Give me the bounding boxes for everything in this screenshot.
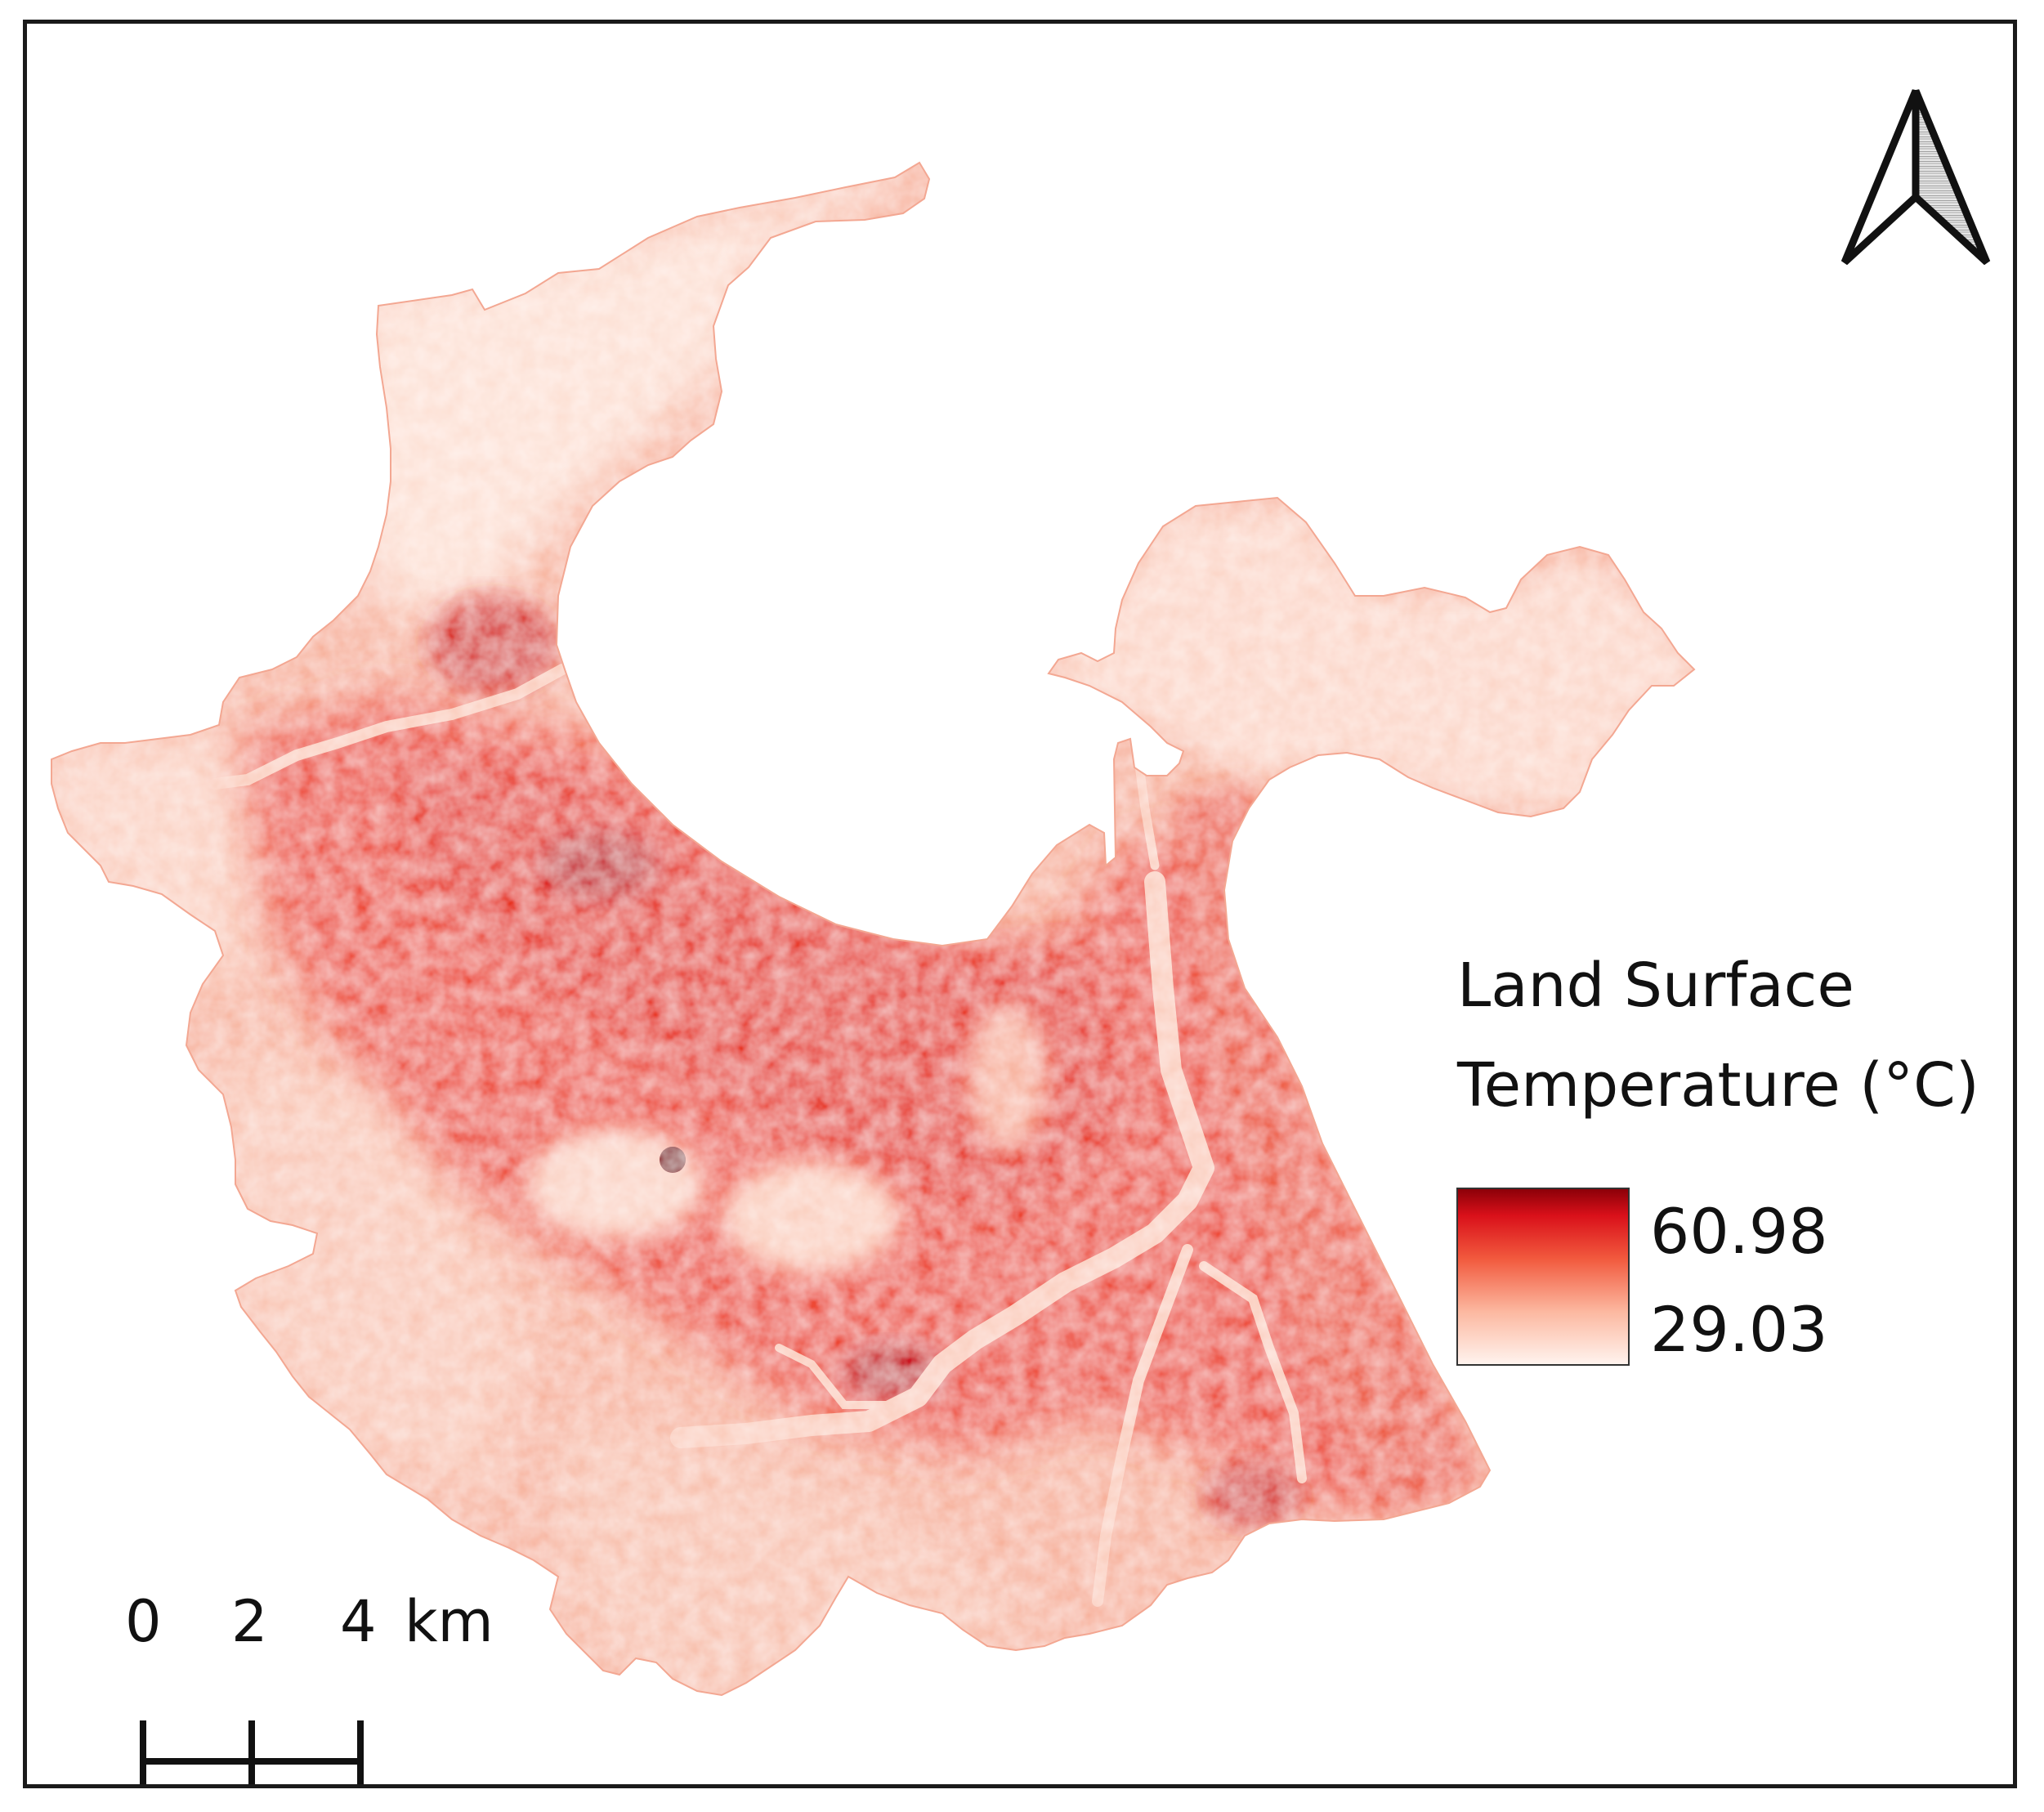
river-branch-3 <box>1134 754 1160 870</box>
north-river-channel <box>209 664 568 790</box>
river-mouth-hotspot <box>427 596 558 694</box>
northeast-peninsula-cool <box>1049 506 1694 808</box>
legend-color-ramp <box>1456 1188 1630 1366</box>
southwest-cool <box>207 1045 534 1495</box>
scale-unit: km <box>405 1588 494 1655</box>
secondary-channel <box>775 1344 914 1409</box>
scale-label-0: 0 <box>125 1588 162 1655</box>
legend-min-value: 29.03 <box>1650 1293 1828 1366</box>
scale-label-4: 4 <box>340 1588 377 1655</box>
legend-max-value: 60.98 <box>1650 1195 1828 1268</box>
central-cool-patch-1 <box>526 1127 705 1242</box>
river-branch-2 <box>1199 1261 1307 1483</box>
western-edge-cool <box>51 727 239 1004</box>
northwest-peninsula-cool <box>338 171 934 612</box>
hot-spot-north <box>542 833 656 898</box>
hot-spot-center <box>660 1147 686 1173</box>
central-cool-patch-3 <box>967 1004 1049 1152</box>
river-branch-1 <box>1092 1244 1193 1607</box>
lst-raster-map <box>51 162 1695 1696</box>
map-frame: Land Surface Temperature (°C) 60.98 29.0… <box>23 20 2017 1788</box>
legend-title-line2: Temperature (°C) <box>1457 1050 1979 1121</box>
north-arrow-icon <box>1838 83 1993 274</box>
han-river <box>670 871 1214 1448</box>
scale-bar <box>140 1717 369 1784</box>
scale-label-2: 2 <box>231 1588 268 1655</box>
hot-spot-southeast <box>1204 1462 1302 1528</box>
central-cool-patch-2 <box>722 1160 901 1274</box>
legend-title-line1: Land Surface <box>1457 951 1854 1021</box>
